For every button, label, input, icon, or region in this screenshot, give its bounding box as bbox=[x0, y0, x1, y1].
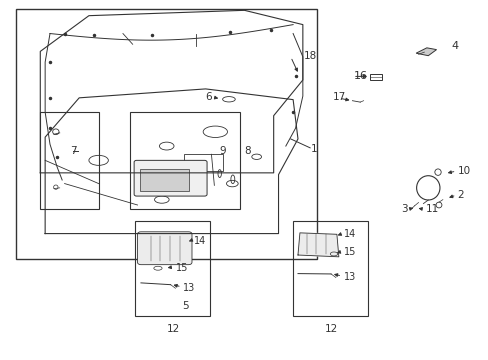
Text: 15: 15 bbox=[343, 247, 355, 257]
Text: 7: 7 bbox=[70, 147, 77, 157]
Polygon shape bbox=[297, 233, 338, 257]
Text: 16: 16 bbox=[353, 71, 367, 81]
Text: 10: 10 bbox=[457, 166, 469, 176]
Text: 8: 8 bbox=[244, 147, 251, 157]
Text: 4: 4 bbox=[450, 41, 457, 51]
FancyBboxPatch shape bbox=[137, 232, 192, 265]
Text: 9: 9 bbox=[219, 147, 225, 157]
Bar bbox=[369, 73, 381, 80]
Text: 13: 13 bbox=[343, 272, 355, 282]
Polygon shape bbox=[415, 48, 436, 56]
Text: 12: 12 bbox=[324, 324, 337, 334]
Bar bbox=[292, 221, 368, 316]
Text: 5: 5 bbox=[182, 301, 188, 311]
Bar bbox=[135, 221, 210, 316]
Text: 17: 17 bbox=[332, 92, 346, 102]
Text: 13: 13 bbox=[183, 283, 195, 293]
Text: 18: 18 bbox=[303, 51, 316, 61]
Text: 15: 15 bbox=[175, 263, 187, 273]
Bar bbox=[16, 9, 317, 258]
Text: 11: 11 bbox=[425, 204, 438, 214]
Text: 14: 14 bbox=[343, 229, 355, 239]
Bar bbox=[140, 168, 188, 192]
Bar bbox=[130, 112, 239, 208]
Text: 1: 1 bbox=[310, 144, 317, 154]
FancyBboxPatch shape bbox=[134, 160, 206, 196]
Text: 2: 2 bbox=[457, 190, 463, 200]
Text: 6: 6 bbox=[204, 92, 211, 102]
Text: 3: 3 bbox=[400, 204, 407, 214]
Bar bbox=[183, 154, 222, 171]
Text: 14: 14 bbox=[194, 236, 206, 246]
Text: 12: 12 bbox=[166, 324, 179, 334]
Bar bbox=[40, 112, 99, 208]
